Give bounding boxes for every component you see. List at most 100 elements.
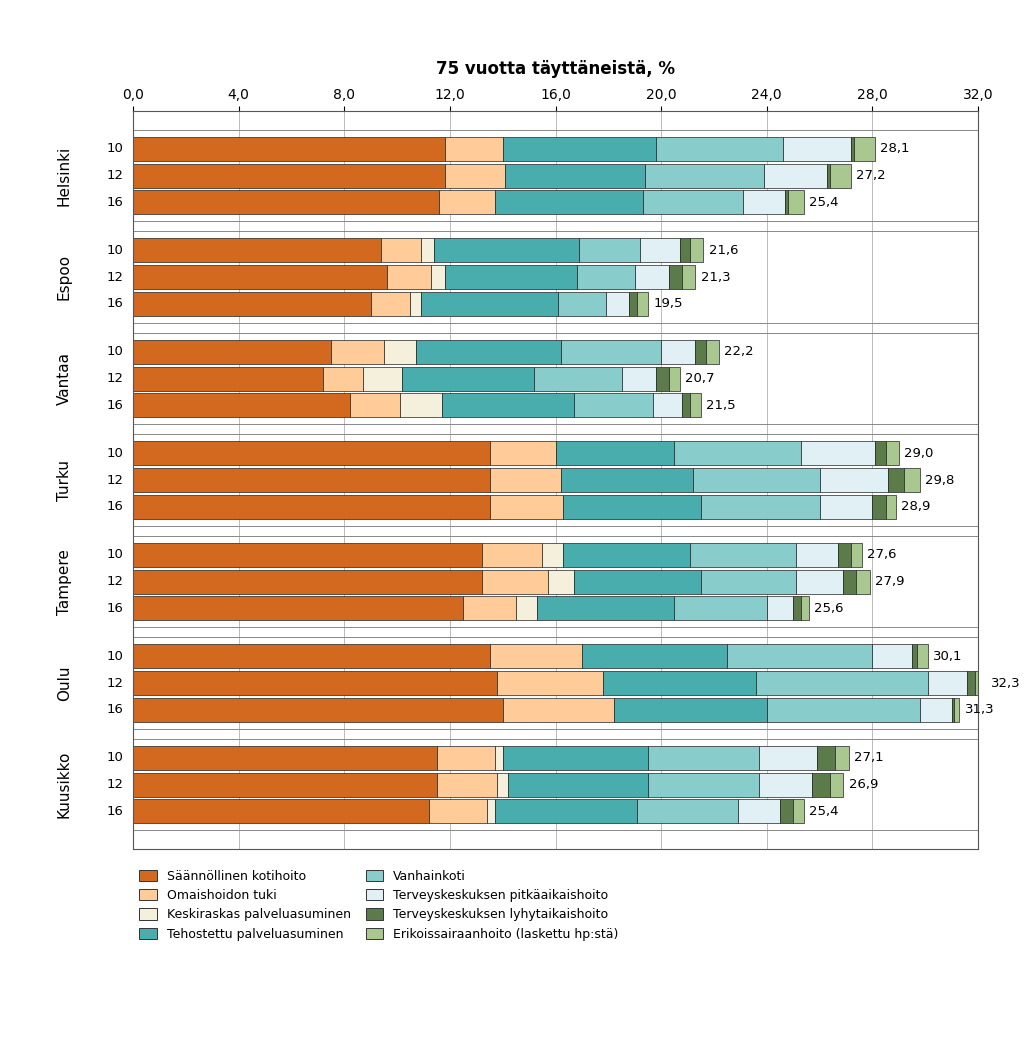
Bar [133, 799, 429, 823]
Text: 16: 16 [106, 703, 124, 716]
Bar [399, 394, 442, 417]
Bar [794, 799, 804, 823]
Text: 27,2: 27,2 [856, 169, 886, 182]
Text: 12: 12 [106, 677, 124, 690]
Text: 10: 10 [106, 649, 124, 663]
Text: 10: 10 [106, 346, 124, 359]
Bar [727, 644, 872, 668]
Bar [133, 367, 324, 390]
Bar [648, 772, 759, 797]
Bar [439, 190, 495, 214]
Text: 27,9: 27,9 [874, 575, 904, 588]
Text: 25,4: 25,4 [809, 196, 839, 209]
Text: 10: 10 [106, 447, 124, 459]
Bar [133, 543, 481, 567]
Text: 30,1: 30,1 [933, 649, 963, 663]
Bar [767, 698, 920, 721]
Bar [577, 265, 635, 290]
Bar [737, 799, 780, 823]
Bar [489, 644, 582, 668]
Bar [133, 494, 489, 519]
Bar [613, 698, 767, 721]
Bar [872, 494, 886, 519]
Bar [886, 494, 896, 519]
Bar [402, 367, 535, 390]
Bar [133, 239, 381, 262]
Bar [444, 163, 506, 188]
Bar [133, 441, 489, 466]
Bar [700, 570, 796, 593]
Text: Espoo: Espoo [57, 254, 72, 300]
Bar [442, 394, 574, 417]
Bar [951, 698, 954, 721]
Text: 28,9: 28,9 [901, 501, 931, 514]
Text: 16: 16 [106, 297, 124, 311]
Bar [555, 441, 675, 466]
Bar [444, 265, 577, 290]
Bar [920, 698, 951, 721]
Bar [605, 292, 630, 316]
Bar [429, 799, 486, 823]
Bar [844, 570, 856, 593]
Text: 29,0: 29,0 [904, 447, 933, 459]
Bar [827, 163, 830, 188]
Bar [640, 239, 680, 262]
Bar [785, 190, 787, 214]
Bar [411, 292, 421, 316]
Bar [780, 799, 794, 823]
Text: 25,4: 25,4 [809, 804, 839, 818]
Bar [486, 799, 495, 823]
Bar [975, 671, 986, 695]
Bar [675, 596, 767, 621]
Text: 10: 10 [106, 142, 124, 156]
Bar [886, 441, 899, 466]
Bar [371, 292, 411, 316]
Text: 16: 16 [106, 399, 124, 412]
Bar [463, 596, 516, 621]
Bar [838, 543, 851, 567]
Bar [759, 746, 817, 770]
Bar [133, 570, 481, 593]
Bar [495, 190, 643, 214]
Bar [133, 596, 463, 621]
Bar [782, 137, 851, 161]
Text: Turku: Turku [57, 459, 72, 501]
Bar [561, 468, 693, 492]
Bar [508, 772, 648, 797]
Bar [918, 644, 928, 668]
Bar [133, 394, 349, 417]
Bar [548, 570, 574, 593]
Bar [662, 340, 695, 364]
Text: 29,8: 29,8 [925, 473, 954, 487]
Bar [580, 239, 640, 262]
Bar [801, 596, 809, 621]
Text: 27,6: 27,6 [867, 549, 897, 561]
Text: 27,1: 27,1 [854, 751, 884, 764]
Bar [645, 163, 764, 188]
Bar [690, 394, 700, 417]
Bar [574, 394, 653, 417]
Text: 26,9: 26,9 [849, 778, 878, 792]
Bar [690, 239, 703, 262]
Bar [801, 441, 874, 466]
Bar [384, 340, 416, 364]
Bar [489, 494, 563, 519]
Bar [489, 441, 555, 466]
Bar [655, 137, 782, 161]
Text: 20,7: 20,7 [685, 372, 715, 385]
Bar [495, 746, 503, 770]
Bar [812, 772, 830, 797]
Bar [603, 671, 756, 695]
Text: Kuusikko: Kuusikko [57, 751, 72, 818]
Bar [133, 644, 489, 668]
Bar [904, 468, 920, 492]
Bar [481, 570, 548, 593]
Bar [622, 367, 655, 390]
Bar [819, 494, 872, 519]
Text: 12: 12 [106, 778, 124, 792]
Bar [653, 394, 682, 417]
Bar [695, 340, 706, 364]
Bar [506, 163, 645, 188]
Bar [133, 746, 436, 770]
Text: 21,6: 21,6 [709, 244, 738, 257]
